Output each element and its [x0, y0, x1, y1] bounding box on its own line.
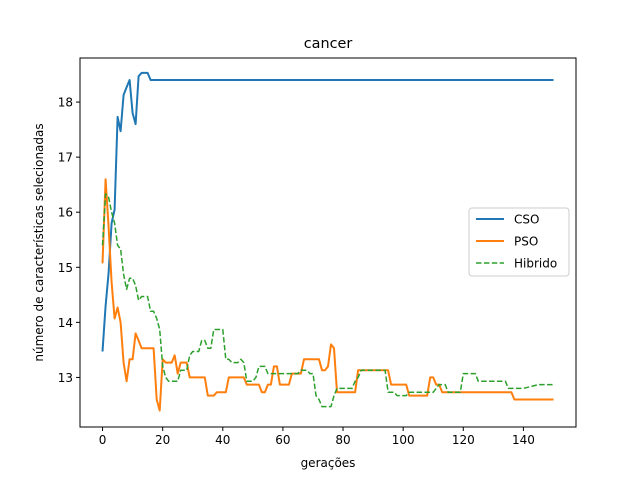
y-tick-label: 16 [58, 206, 73, 220]
series-layer [101, 71, 554, 412]
legend-box [468, 207, 570, 277]
x-tick-label: 60 [275, 433, 290, 447]
x-tick-label: 140 [512, 433, 535, 447]
legend-label-pso: PSO [514, 235, 538, 249]
y-tick-label: 17 [58, 151, 73, 165]
legend: CSO PSO Hibrido [468, 207, 570, 277]
series-line-hibrido [101, 193, 554, 408]
x-axis-label: gerações [301, 456, 356, 470]
x-tick-label: 40 [215, 433, 230, 447]
x-tick-label: 100 [392, 433, 415, 447]
y-tick-label: 15 [58, 261, 73, 275]
x-tick-label: 20 [155, 433, 170, 447]
legend-entries: CSO PSO Hibrido [476, 213, 557, 271]
legend-label-cso: CSO [514, 213, 539, 227]
x-axis: 0 20 40 60 80 100 120 140 [99, 427, 535, 447]
plot-frame [79, 57, 577, 428]
legend-label-hibrido: Hibrido [514, 257, 557, 271]
x-tick-label: 0 [99, 433, 107, 447]
x-tick-label: 120 [452, 433, 475, 447]
y-axis-label: número de características selecionadas [32, 123, 46, 361]
y-axis: 13 14 15 16 17 18 [58, 96, 80, 385]
y-tick-label: 18 [58, 96, 73, 110]
x-tick-label: 80 [335, 433, 350, 447]
y-tick-label: 13 [58, 371, 73, 385]
chart-title: cancer [304, 36, 353, 52]
series-line-cso [101, 71, 554, 352]
y-tick-label: 14 [58, 316, 73, 330]
